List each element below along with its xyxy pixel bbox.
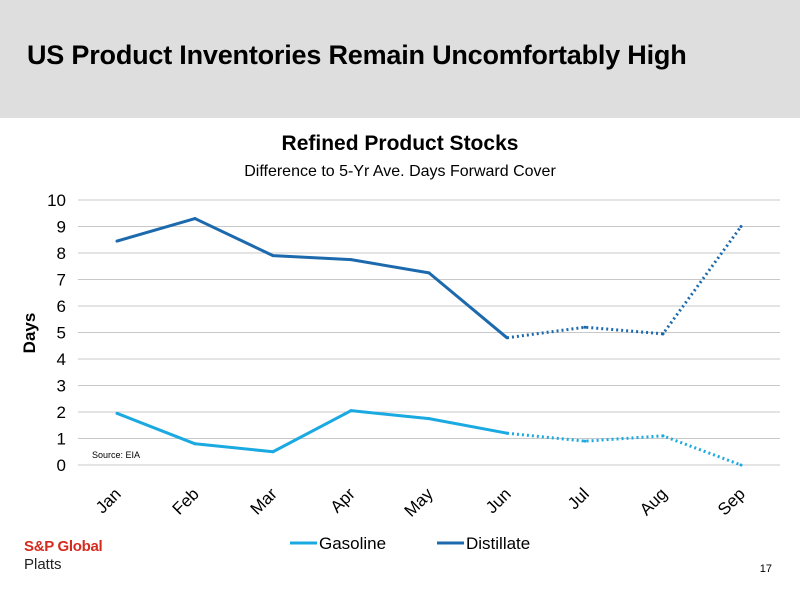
chart-title: Refined Product Stocks <box>282 132 519 155</box>
y-tick-label: 1 <box>57 430 66 449</box>
y-tick-label: 8 <box>57 244 66 263</box>
distillate-line-actual <box>116 217 508 339</box>
y-tick-label: 2 <box>57 403 66 422</box>
series-gasoline <box>115 409 743 467</box>
chart-subtitle: Difference to 5-Yr Ave. Days Forward Cov… <box>244 163 556 180</box>
gasoline-point-sep <box>739 463 743 467</box>
gasoline-line-actual <box>116 409 508 454</box>
header-band <box>0 0 800 118</box>
distillate-point-jul <box>583 325 587 329</box>
gridlines <box>78 199 780 466</box>
x-tick-label: Jul <box>564 484 593 513</box>
distillate-point-mar <box>271 254 275 258</box>
gasoline-point-jun <box>505 431 509 435</box>
legend-label-gasoline: Gasoline <box>319 534 386 553</box>
y-tick-label: 10 <box>47 191 66 210</box>
gasoline-line-projected <box>506 431 742 467</box>
gasoline-point-feb <box>193 442 197 446</box>
y-tick-label: 9 <box>57 218 66 237</box>
brand-logo-sp-global: S&P Global <box>24 538 103 555</box>
y-tick-label: 3 <box>57 377 66 396</box>
x-tick-label: May <box>401 484 437 520</box>
y-axis-label: Days <box>20 313 39 354</box>
distillate-point-may <box>427 271 431 275</box>
distillate-point-aug <box>661 332 665 336</box>
gasoline-point-jul <box>583 439 587 443</box>
x-tick-label: Mar <box>247 484 281 518</box>
x-tick-label: Feb <box>169 484 203 518</box>
y-tick-label: 4 <box>57 350 66 369</box>
legend-label-distillate: Distillate <box>466 534 530 553</box>
distillate-point-sep <box>739 225 743 228</box>
series-layer <box>115 217 743 467</box>
gasoline-point-jan <box>115 411 119 415</box>
distillate-point-apr <box>349 258 353 262</box>
distillate-point-feb <box>193 217 197 221</box>
legend: Gasoline Distillate <box>290 534 530 553</box>
brand-logo-platts: Platts <box>24 556 62 573</box>
y-tick-label: 5 <box>57 324 66 343</box>
gasoline-point-may <box>427 417 431 421</box>
page-number: 17 <box>759 563 772 575</box>
x-tick-label: Aug <box>636 484 671 519</box>
series-distillate <box>115 217 743 340</box>
distillate-line-projected <box>506 225 743 340</box>
x-axis-ticks: Jan Feb Mar Apr May Jun Jul Aug Sep <box>92 484 749 520</box>
gasoline-point-mar <box>271 450 275 454</box>
distillate-point-jan <box>115 239 119 243</box>
gasoline-point-aug <box>661 434 665 438</box>
y-tick-label: 6 <box>57 297 66 316</box>
gasoline-point-apr <box>349 409 353 413</box>
distillate-point-jun <box>505 336 509 340</box>
x-tick-label: Apr <box>327 484 359 516</box>
x-tick-label: Sep <box>714 484 749 519</box>
slide-title: US Product Inventories Remain Uncomforta… <box>27 40 687 70</box>
x-tick-label: Jan <box>92 484 125 517</box>
y-tick-label: 0 <box>57 456 66 475</box>
y-tick-label: 7 <box>57 271 66 290</box>
x-tick-label: Jun <box>482 484 515 517</box>
source-annotation: Source: EIA <box>92 450 140 460</box>
y-axis-ticks: 0 1 2 3 4 5 6 7 8 9 10 <box>47 191 66 475</box>
